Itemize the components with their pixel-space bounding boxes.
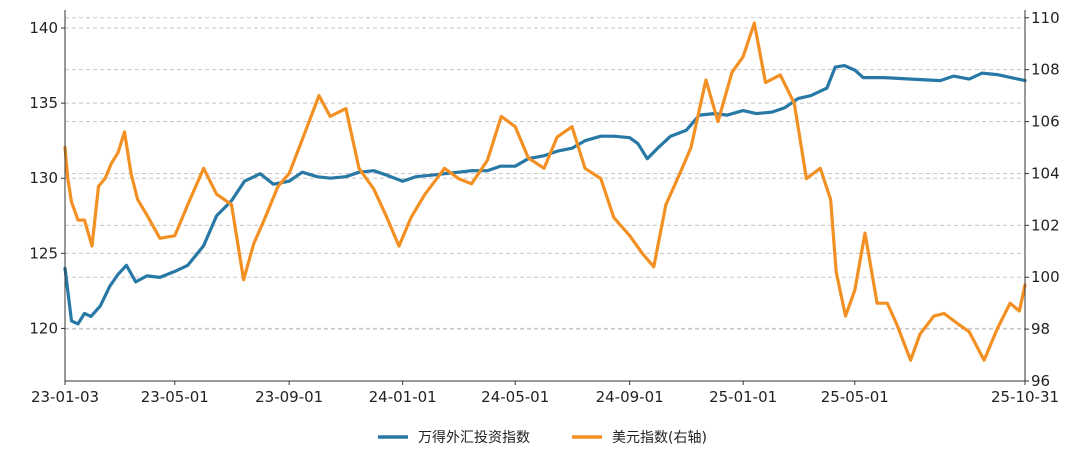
y2-tick-label-0: 96 <box>1031 372 1050 390</box>
y2-tick-label-4: 104 <box>1031 164 1060 182</box>
x-tick-label-2: 23-09-01 <box>255 388 323 406</box>
y2-tick-label-6: 108 <box>1031 61 1060 79</box>
y-tick-label-1: 125 <box>29 244 58 262</box>
series-line-2 <box>63 21 1027 362</box>
y2-tick-label-7: 110 <box>1031 9 1060 27</box>
y-tick-label-2: 130 <box>29 169 58 187</box>
legend-label-series-1: 万得外汇投资指数 <box>418 429 530 446</box>
legend: 万得外汇投资指数 美元指数(右轴) <box>378 429 707 446</box>
x-tick-label-7: 25-05-01 <box>821 388 889 406</box>
series-lines <box>63 21 1027 362</box>
y-tick-label-4: 140 <box>29 19 58 37</box>
legend-label-series-2: 美元指数(右轴) <box>612 430 707 446</box>
x-tick-label-5: 24-09-01 <box>596 388 664 406</box>
gridlines <box>65 17 1025 330</box>
y2-tick-label-5: 106 <box>1031 113 1060 131</box>
axes <box>64 10 1026 382</box>
y2-tick-label-1: 98 <box>1031 320 1050 338</box>
x-tick-label-4: 24-05-01 <box>481 388 549 406</box>
x-tick-label-1: 23-05-01 <box>141 388 209 406</box>
y2-tick-label-2: 100 <box>1031 268 1060 286</box>
tick-labels: 120 125 130 135 140 96 98 100 102 104 106 108 110 23-… <box>29 9 1059 406</box>
series-line-1 <box>63 63 1027 326</box>
y-tick-label-3: 135 <box>29 94 58 112</box>
y2-tick-label-3: 102 <box>1031 216 1060 234</box>
x-tick-label-3: 24-01-01 <box>369 388 437 406</box>
x-tick-label-0: 23-01-03 <box>31 388 99 406</box>
y-tick-label-0: 120 <box>29 319 58 337</box>
x-tick-label-6: 25-01-01 <box>709 388 777 406</box>
x-tick-label-8: 25-10-31 <box>991 388 1059 406</box>
